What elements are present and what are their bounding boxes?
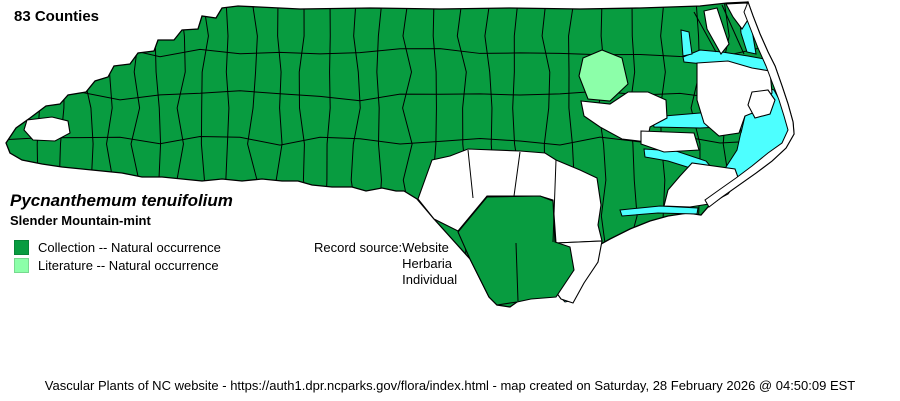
pamlico-county-white — [640, 130, 700, 153]
nc-county-map — [5, 0, 795, 308]
record-source-values: Website Herbaria Individual — [402, 240, 457, 288]
outer-banks-strip — [704, 0, 795, 208]
species-scientific-name: Pycnanthemum tenuifolium — [10, 191, 233, 210]
line-south-2 — [513, 151, 521, 197]
footer-credit-line: Vascular Plants of NC website - https://… — [44, 378, 856, 393]
county-line-vertical — [82, 2, 94, 307]
line-washington — [740, 115, 746, 134]
county-literature-lightgreen — [578, 49, 629, 102]
collection-color-swatch — [14, 239, 29, 255]
record-source-value-website: Website — [402, 240, 449, 255]
record-source-label: Record source: — [314, 240, 403, 255]
county-line-horizontal — [6, 90, 794, 102]
record-source-block: Record source: Website Herbaria Individu… — [314, 240, 457, 288]
legend-row-collection: Collection -- Natural occurrence — [14, 238, 221, 256]
legend-label-literature: Literature -- Natural occurrence — [38, 257, 219, 273]
line-south-1 — [467, 149, 474, 199]
legend-row-literature: Literature -- Natural occurrence — [14, 256, 221, 274]
county-graham-white — [23, 116, 71, 142]
record-source-value-herbaria: Herbaria — [402, 256, 453, 271]
legend: Collection -- Natural occurrence Literat… — [14, 238, 221, 274]
albemarle-strip-white — [703, 7, 730, 55]
county-line-vertical — [57, 2, 68, 307]
line-albemarle-2 — [721, 4, 745, 55]
record-source-value-individual: Individual — [402, 272, 458, 287]
line-robeson-east — [515, 242, 519, 302]
hyde-mainland-white — [747, 89, 776, 119]
line-albemarle-1 — [693, 11, 717, 53]
county-line-vertical — [29, 2, 41, 307]
chowan-river — [680, 29, 693, 57]
line-duplin-west — [552, 159, 557, 243]
species-common-name: Slender Mountain-mint — [10, 213, 151, 228]
county-line-vertical — [106, 2, 117, 307]
literature-color-swatch — [14, 257, 29, 273]
county-bertie-white — [580, 91, 668, 143]
legend-label-collection: Collection -- Natural occurrence — [38, 239, 221, 255]
bogue-sound — [619, 205, 699, 217]
county-count-title: 83 Counties — [14, 8, 100, 25]
